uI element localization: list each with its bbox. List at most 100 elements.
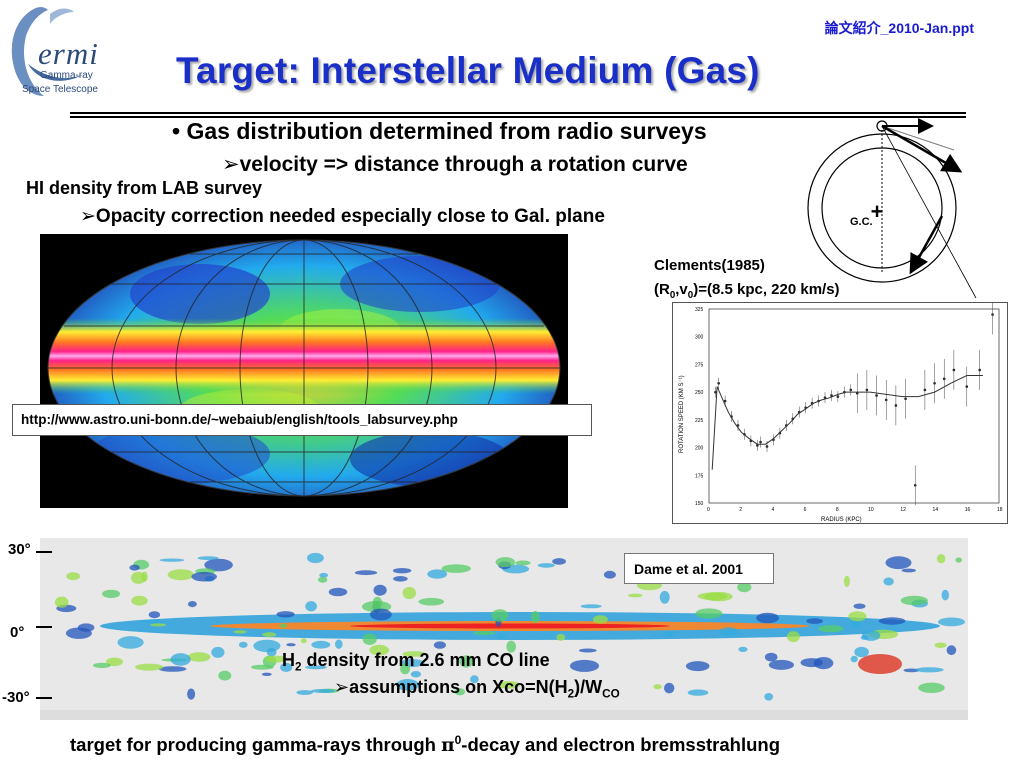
co-cloud: [140, 619, 165, 624]
co-cloud: [300, 638, 307, 644]
dame-credit: Dame et al. 2001: [624, 553, 774, 584]
co-cloud: [938, 617, 965, 627]
logo-subtitle-1: Gamma-ray: [40, 70, 93, 81]
latitude-tick-minus30: [36, 697, 52, 699]
co-cloud: [362, 633, 377, 645]
co-cloud: [400, 663, 411, 675]
co-cloud: [653, 684, 662, 690]
co-cloud: [204, 558, 233, 572]
latitude-tick-0: [36, 626, 52, 628]
arrow-marker: ➢: [80, 206, 96, 227]
co-cloud: [129, 564, 140, 571]
y-tick-label: 200: [695, 446, 704, 452]
co-cloud: [187, 652, 211, 662]
hi-allsky-map: [40, 234, 568, 508]
x-tick-label: 12: [900, 507, 906, 513]
co-cloud: [354, 570, 378, 576]
co-cloud: [305, 601, 317, 612]
co-cloud: [261, 672, 272, 676]
rotation-curve-xlabel: RADIUS (KPC): [821, 517, 862, 523]
co-cloud: [369, 644, 390, 656]
co-cloud: [934, 642, 947, 648]
co-cloud: [955, 557, 962, 563]
galactic-center-label: G.C.+: [850, 199, 885, 231]
y-tick-label: 225: [695, 418, 704, 424]
arrow-marker: ➢: [334, 677, 350, 697]
co-cloud: [135, 663, 164, 671]
co-cloud: [695, 608, 723, 619]
co-cloud: [941, 589, 949, 601]
co-cloud: [310, 689, 335, 693]
co-cloud: [328, 587, 348, 597]
co-cloud: [719, 627, 739, 637]
co-cloud: [319, 572, 329, 578]
logo-subtitle-2: Space Telescope: [22, 84, 98, 95]
y-tick-label: 175: [695, 473, 704, 479]
x-tick-label: 8: [836, 507, 839, 513]
y-tick-label: 150: [695, 501, 704, 507]
co-cloud: [569, 659, 600, 672]
co-cloud: [818, 625, 844, 633]
co-cloud: [530, 611, 540, 623]
co-cloud: [66, 572, 81, 581]
co-cloud: [685, 661, 710, 672]
x-tick-label: 16: [965, 507, 971, 513]
co-cloud: [305, 665, 327, 670]
co-cloud: [915, 667, 944, 673]
co-cloud: [441, 564, 471, 573]
co-cloud: [853, 603, 866, 609]
co-cloud: [77, 623, 95, 632]
lab-survey-url[interactable]: http://www.astro.uni-bonn.de/~webaiub/en…: [12, 404, 592, 436]
co-cloud: [54, 596, 69, 608]
bullet-text: Opacity correction needed especially clo…: [95, 206, 605, 227]
co-cloud: [433, 641, 446, 649]
co-cloud: [497, 633, 506, 640]
co-cloud: [768, 659, 795, 670]
co-cloud: [150, 623, 167, 627]
gc-text: G.C.: [850, 216, 873, 228]
co-cloud: [663, 631, 675, 637]
bullet-gas-distribution: • Gas distribution determined from radio…: [172, 118, 707, 145]
rotation-curve-ylabel: ROTATION SPEED (KM S⁻¹): [679, 375, 685, 453]
co-cloud: [756, 612, 779, 624]
y-tick-label: 250: [695, 390, 704, 396]
co-cloud: [279, 623, 287, 628]
co-cloud: [459, 655, 474, 668]
co-cloud: [491, 609, 509, 622]
co-cloud: [427, 569, 448, 579]
bullet-velocity-distance: ➢velocity => distance through a rotation…: [222, 152, 688, 177]
co-cloud: [191, 571, 217, 582]
co-cloud: [878, 617, 906, 625]
latitude-label-0: 0°: [10, 624, 25, 641]
co-cloud: [495, 557, 516, 568]
co-cloud: [454, 688, 466, 696]
co-cloud: [854, 646, 869, 658]
x-tick-label: 0: [707, 507, 710, 513]
co-cloud: [786, 631, 800, 643]
co-cloud: [211, 646, 225, 658]
co-cloud: [280, 662, 293, 672]
clements-params: (R0,v0)=(8.5 kpc, 220 km/s): [654, 281, 840, 301]
co-cloud: [918, 682, 945, 693]
x-tick-label: 18: [997, 507, 1003, 513]
co-cloud: [848, 611, 867, 622]
co-cloud: [764, 693, 774, 701]
co-cloud: [141, 571, 148, 582]
co-cloud: [418, 597, 445, 606]
co-cloud: [843, 575, 850, 588]
co-cloud: [697, 592, 728, 601]
co-galactic-map: [40, 538, 968, 720]
co-cloud: [552, 558, 566, 565]
bullet-marker: •: [172, 118, 181, 144]
co-cloud: [238, 641, 248, 648]
x-tick-label: 14: [933, 507, 939, 513]
co-cloud: [410, 671, 421, 678]
co-cloud: [885, 556, 912, 570]
co-cloud: [102, 589, 121, 599]
co-cloud: [262, 632, 277, 637]
x-tick-label: 10: [868, 507, 874, 513]
co-cloud: [296, 690, 314, 695]
latitude-label-30: 30°: [8, 541, 31, 558]
co-cloud: [470, 675, 479, 684]
co-cloud: [187, 688, 196, 700]
